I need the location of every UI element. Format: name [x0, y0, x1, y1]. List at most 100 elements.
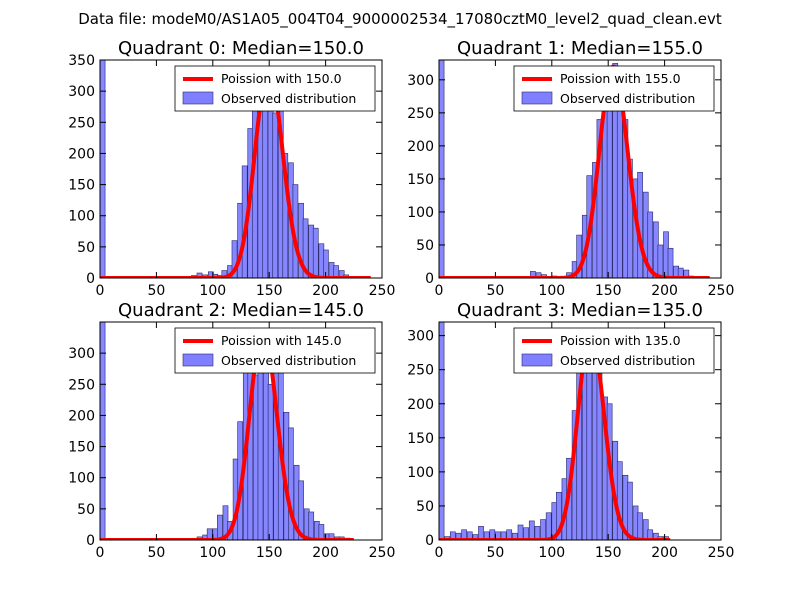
x-tick-label: 50 — [486, 545, 504, 561]
axes-frame — [99, 321, 383, 541]
histogram-bar — [100, 60, 106, 278]
poisson-curve — [100, 329, 355, 540]
legend-observed-label: Observed distribution — [221, 91, 356, 106]
y-tick-label: 250 — [68, 377, 95, 393]
histogram-bar — [308, 511, 315, 540]
y-tick-label: 200 — [68, 146, 95, 162]
y-tick-label: 0 — [86, 271, 95, 287]
y-tick-label: 150 — [407, 431, 434, 447]
histogram-bar — [506, 529, 513, 540]
y-tick-label: 100 — [407, 465, 434, 481]
legend: Poission with 135.0 Observed distribution — [513, 327, 715, 374]
subplot-title: Quadrant 2: Median=145.0 — [118, 300, 364, 321]
legend: Poission with 150.0 Observed distribution — [174, 65, 376, 112]
y-tick-label: 50 — [77, 240, 95, 256]
histogram-bar — [528, 520, 535, 540]
histogram-bar — [478, 526, 484, 540]
histogram-bar — [221, 270, 228, 278]
histogram-bar — [596, 119, 603, 278]
histogram-bar — [530, 271, 536, 278]
histogram-bar — [272, 112, 278, 278]
x-tick-label: 0 — [96, 283, 105, 299]
x-tick-label: 200 — [312, 545, 339, 561]
legend: Poission with 145.0 Observed distribution — [174, 327, 376, 374]
histogram-bar — [466, 531, 473, 540]
histogram-bar — [455, 532, 462, 540]
histogram-bar — [338, 270, 345, 278]
x-tick-label: 150 — [595, 545, 622, 561]
histogram-bar — [288, 427, 294, 540]
histogram-bar — [627, 481, 633, 540]
x-tick-label: 150 — [595, 283, 622, 299]
x-tick-label: 50 — [486, 283, 504, 299]
subplot-2: 0 50 100 150 200 250 0 50 100 150 200 250 300 Quadran… — [68, 300, 395, 561]
legend-observed-label: Observed distribution — [560, 91, 695, 106]
y-tick-label: 150 — [68, 178, 95, 194]
figure-title: Data file: modeM0/AS1A05_004T04_90000025… — [78, 10, 722, 29]
histogram-bar — [483, 531, 490, 540]
legend-poisson-label: Poission with 155.0 — [560, 71, 681, 86]
x-tick-label: 100 — [199, 545, 226, 561]
y-tick-label: 100 — [407, 205, 434, 221]
y-tick-label: 200 — [407, 139, 434, 155]
histogram-bar — [318, 524, 325, 540]
y-tick-label: 150 — [407, 172, 434, 188]
x-tick-label: 200 — [651, 283, 678, 299]
x-tick-label: 200 — [651, 545, 678, 561]
y-tick-label: 0 — [425, 533, 434, 549]
x-tick-label: 250 — [369, 545, 396, 561]
axes-frame — [438, 59, 722, 279]
histogram-bar — [267, 383, 274, 540]
x-tick-label: 0 — [435, 283, 444, 299]
histogram-bar — [667, 247, 674, 278]
subplot-title: Quadrant 0: Median=150.0 — [118, 38, 364, 59]
x-tick-label: 250 — [708, 545, 735, 561]
y-tick-label: 0 — [425, 271, 434, 287]
histogram-bar — [534, 526, 541, 540]
x-tick-label: 250 — [708, 283, 735, 299]
y-tick-label: 100 — [68, 209, 95, 225]
y-tick-label: 300 — [68, 84, 95, 100]
histogram-bar — [545, 512, 552, 540]
y-tick-label: 300 — [68, 346, 95, 362]
histogram-bar — [461, 529, 467, 540]
x-tick-label: 50 — [147, 545, 165, 561]
histogram-bar — [206, 528, 213, 540]
legend-observed-label: Observed distribution — [221, 353, 356, 368]
y-tick-label: 0 — [86, 533, 95, 549]
histogram-bar — [677, 267, 684, 278]
legend-observed-swatch — [182, 353, 214, 367]
x-tick-label: 0 — [96, 545, 105, 561]
histogram-bar — [196, 272, 203, 278]
x-tick-label: 0 — [435, 545, 444, 561]
histogram-bar — [217, 514, 223, 540]
histogram-bar — [231, 240, 238, 278]
histogram-bar — [312, 227, 319, 278]
y-tick-label: 200 — [407, 397, 434, 413]
histogram-bar — [647, 211, 654, 278]
y-tick-label: 50 — [77, 502, 95, 518]
legend-observed-swatch — [182, 91, 214, 105]
x-tick-label: 100 — [538, 545, 565, 561]
histogram-bar — [657, 244, 664, 278]
histogram-bar — [439, 322, 445, 540]
histogram-bar — [512, 532, 518, 540]
histogram-bar — [517, 524, 524, 540]
histogram-bar — [298, 480, 304, 540]
legend-poisson-label: Poission with 145.0 — [221, 333, 342, 348]
histogram-bar — [323, 249, 329, 278]
y-tick-label: 300 — [407, 329, 434, 345]
y-tick-label: 200 — [68, 408, 95, 424]
y-tick-label: 250 — [407, 106, 434, 122]
histogram-bar — [576, 234, 582, 278]
histogram-bar — [540, 519, 546, 540]
subplot-3: 0 50 100 150 200 250 0 50 100 150 200 250 300 Quadran… — [407, 300, 734, 561]
axes-frame — [99, 59, 383, 279]
x-tick-label: 150 — [256, 545, 283, 561]
y-tick-label: 100 — [68, 471, 95, 487]
axes-frame — [438, 321, 722, 541]
legend-observed-swatch — [521, 91, 553, 105]
y-tick-label: 50 — [416, 238, 434, 254]
y-tick-label: 250 — [68, 115, 95, 131]
